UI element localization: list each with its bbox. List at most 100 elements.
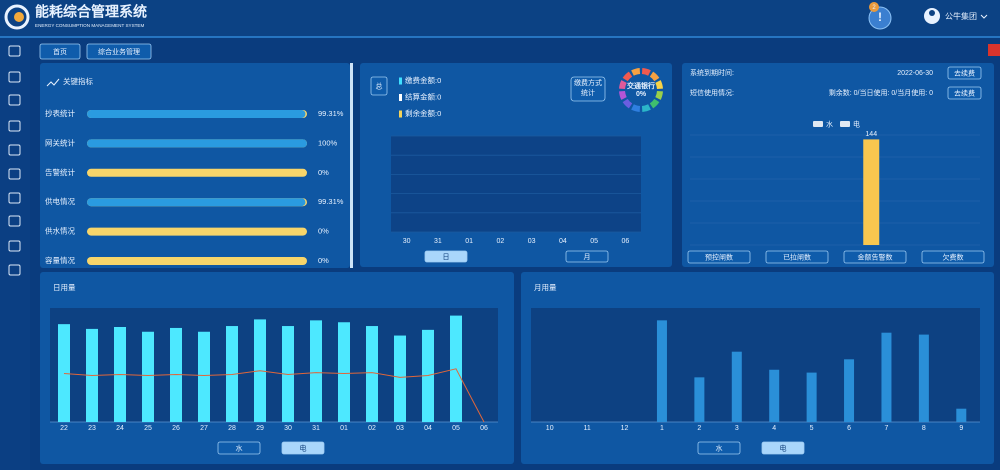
- bar: [881, 332, 892, 422]
- x-tick-label: 06: [480, 425, 488, 432]
- status-button[interactable]: [843, 250, 907, 264]
- legend-swatch: [840, 121, 850, 127]
- donut-segment: [655, 90, 663, 100]
- donut-segment: [622, 71, 633, 82]
- sidebar-icons: [8, 45, 21, 276]
- donut-segment: [631, 68, 641, 76]
- x-tick-label: 02: [496, 238, 504, 245]
- bar: [956, 408, 967, 422]
- bar: [142, 331, 154, 422]
- status-button[interactable]: [687, 250, 751, 264]
- x-tick-label: 12: [621, 425, 629, 432]
- series-button[interactable]: [761, 441, 805, 455]
- donut-segment: [631, 104, 641, 112]
- x-tick-label: 03: [396, 425, 404, 432]
- status-button[interactable]: [765, 250, 829, 264]
- series-button[interactable]: [281, 441, 325, 455]
- total-button[interactable]: [370, 76, 388, 96]
- indicator-label: 供电情况: [45, 196, 75, 206]
- indicator-label: 容量情况: [45, 255, 75, 265]
- sms-button[interactable]: [947, 86, 982, 100]
- series-button[interactable]: [697, 441, 741, 455]
- indicator-label: 网关统计: [45, 137, 75, 147]
- panel: [682, 63, 994, 267]
- indicator-track: [87, 257, 307, 265]
- donut-segment: [619, 90, 627, 100]
- panel-title: 关键指标: [63, 76, 93, 86]
- sidebar-icon[interactable]: [8, 240, 21, 252]
- x-tick-label: 10: [546, 425, 554, 432]
- donut-segment: [622, 98, 633, 109]
- sidebar-icon[interactable]: [8, 192, 21, 204]
- renew-button[interactable]: [947, 66, 982, 80]
- panel: [40, 63, 350, 268]
- bar: [58, 324, 70, 422]
- header-bar: [0, 0, 1000, 37]
- bar: [198, 331, 210, 422]
- legend-swatch: [813, 121, 823, 127]
- status-button[interactable]: [921, 250, 985, 264]
- plot-area: [531, 308, 980, 422]
- series-button-label: 电: [780, 443, 787, 452]
- tab[interactable]: [39, 43, 81, 60]
- bar: [310, 320, 322, 422]
- sidebar: [0, 38, 30, 470]
- bar: [366, 326, 378, 422]
- sidebar-icon[interactable]: [8, 71, 21, 83]
- x-tick-label: 26: [172, 425, 180, 432]
- alert-icon: !: [878, 10, 882, 24]
- scrollbar[interactable]: [350, 63, 353, 268]
- bar: [694, 377, 705, 422]
- tab[interactable]: [86, 43, 152, 60]
- sidebar-icon[interactable]: [8, 120, 21, 132]
- bar-value-label: 144: [865, 131, 877, 138]
- sidebar-icon[interactable]: [8, 168, 21, 180]
- indicator-value: 0%: [318, 227, 329, 236]
- user-name[interactable]: 公牛集团: [945, 11, 977, 21]
- method-button[interactable]: 缴费方式统计: [574, 80, 602, 97]
- range-button[interactable]: [565, 250, 609, 263]
- sidebar-icon[interactable]: [8, 94, 21, 106]
- x-tick-label: 11: [583, 425, 590, 432]
- user-caret: [980, 14, 988, 19]
- sidebar-icon[interactable]: [8, 215, 21, 227]
- indicator-bar: [87, 110, 306, 118]
- donut-segment: [641, 104, 651, 112]
- user-avatar-head: [929, 10, 935, 16]
- x-tick-label: 01: [340, 425, 348, 432]
- x-tick-label: 29: [256, 425, 264, 432]
- series-button[interactable]: [217, 441, 261, 455]
- indicator-value: 99.31%: [318, 197, 344, 206]
- method-button-box: 缴费方式统计: [574, 80, 602, 97]
- indicator-value: 100%: [318, 138, 338, 147]
- donut-label: 交通银行: [627, 81, 655, 90]
- x-tick-label: 2: [697, 425, 701, 432]
- x-tick-label: 9: [959, 425, 963, 432]
- tab-label: 综合业务管理: [98, 47, 140, 56]
- close-tab[interactable]: [988, 44, 1000, 56]
- total-button-label: 总: [376, 81, 383, 90]
- method-button-frame[interactable]: [570, 76, 606, 102]
- alert-button[interactable]: [868, 6, 892, 30]
- panel-title: 月用量: [534, 283, 557, 292]
- range-button[interactable]: [424, 250, 468, 263]
- indicator-value: 0%: [318, 168, 329, 177]
- plot-area: [391, 136, 641, 232]
- legend-label: 结算金额:0: [405, 91, 441, 101]
- alert-badge: [869, 2, 879, 12]
- x-tick-label: 05: [590, 238, 598, 245]
- x-tick-label: 30: [284, 425, 292, 432]
- sms-label: 短信使用情况:: [690, 88, 734, 97]
- x-tick-label: 01: [465, 238, 473, 245]
- logo-core: [14, 12, 24, 22]
- range-button-label: 月: [584, 253, 591, 261]
- x-tick-label: 22: [60, 425, 68, 432]
- sidebar-icon[interactable]: [8, 144, 21, 156]
- x-tick-label: 8: [922, 425, 926, 432]
- sms-usage: 剩余数: 0/当日使用: 0/当月使用: 0: [829, 88, 933, 97]
- x-tick-label: 4: [772, 425, 776, 432]
- sidebar-icon[interactable]: [8, 45, 21, 57]
- legend-label: 缴费金额:0: [405, 75, 441, 85]
- legend-swatch: [399, 94, 402, 101]
- sidebar-icon[interactable]: [8, 264, 21, 276]
